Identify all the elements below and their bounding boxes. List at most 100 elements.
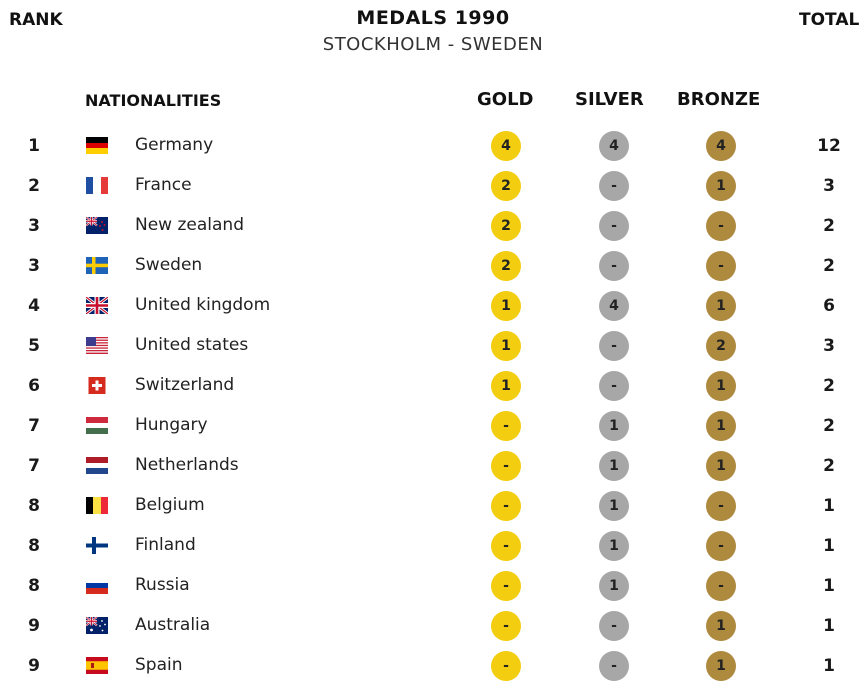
bronze-medal-count: - xyxy=(706,251,736,281)
silver-medal-count: 1 xyxy=(599,491,629,521)
bronze-medal-count: 1 xyxy=(706,171,736,201)
bronze-medal-count: 2 xyxy=(706,331,736,361)
gold-medal-count: - xyxy=(491,451,521,481)
nation-name: United kingdom xyxy=(135,295,271,315)
page-title: MEDALS 1990 xyxy=(356,7,510,29)
column-header-gold: GOLD xyxy=(477,89,534,110)
silver-medal-count: 1 xyxy=(599,451,629,481)
silver-medal-count: - xyxy=(599,611,629,641)
gold-medal-count: 4 xyxy=(491,131,521,161)
total-value: 1 xyxy=(823,576,835,596)
column-header-total: TOTAL xyxy=(799,10,860,30)
table-row: 8 Belgium - 1 - 1 xyxy=(0,486,866,526)
netherlands-flag-icon xyxy=(86,457,108,474)
bronze-medal-count: 1 xyxy=(706,451,736,481)
gold-medal-count: 1 xyxy=(491,331,521,361)
bronze-medal-count: - xyxy=(706,211,736,241)
rank-value: 6 xyxy=(28,376,40,396)
bronze-medal-count: 1 xyxy=(706,291,736,321)
rank-value: 4 xyxy=(28,296,40,316)
nation-name: Russia xyxy=(135,575,190,595)
table-row: 4 United kingdom 1 4 1 6 xyxy=(0,286,866,326)
total-value: 2 xyxy=(823,216,835,236)
table-row: 1 Germany 4 4 4 12 xyxy=(0,126,866,166)
gold-medal-count: - xyxy=(491,651,521,681)
gold-medal-count: 2 xyxy=(491,171,521,201)
total-value: 3 xyxy=(823,176,835,196)
bronze-medal-count: - xyxy=(706,531,736,561)
nation-name: France xyxy=(135,175,192,195)
nation-name: Sweden xyxy=(135,255,203,275)
nation-name: Spain xyxy=(135,655,183,675)
table-row: 8 Russia - 1 - 1 xyxy=(0,566,866,606)
silver-medal-count: 1 xyxy=(599,571,629,601)
nation-name: Belgium xyxy=(135,495,205,515)
silver-medal-count: - xyxy=(599,171,629,201)
united-states-flag-icon xyxy=(86,337,108,354)
silver-medal-count: - xyxy=(599,211,629,241)
total-value: 1 xyxy=(823,496,835,516)
total-value: 2 xyxy=(823,456,835,476)
silver-medal-count: 4 xyxy=(599,131,629,161)
united-kingdom-flag-icon xyxy=(86,297,108,314)
rank-value: 3 xyxy=(28,256,40,276)
bronze-medal-count: - xyxy=(706,491,736,521)
column-header-silver: SILVER xyxy=(575,89,644,110)
table-row: 5 United states 1 - 2 3 xyxy=(0,326,866,366)
nation-name: Germany xyxy=(135,135,214,155)
germany-flag-icon xyxy=(86,137,108,154)
table-row: 9 Australia - - 1 1 xyxy=(0,606,866,646)
nation-name: Australia xyxy=(135,615,211,635)
nation-name: Finland xyxy=(135,535,196,555)
gold-medal-count: - xyxy=(491,411,521,441)
bronze-medal-count: 1 xyxy=(706,411,736,441)
silver-medal-count: - xyxy=(599,371,629,401)
total-value: 2 xyxy=(823,376,835,396)
rank-value: 1 xyxy=(28,136,40,156)
table-row: 7 Netherlands - 1 1 2 xyxy=(0,446,866,486)
gold-medal-count: - xyxy=(491,571,521,601)
nation-name: Hungary xyxy=(135,415,208,435)
bronze-medal-count: - xyxy=(706,571,736,601)
table-row: 3 Sweden 2 - - 2 xyxy=(0,246,866,286)
total-value: 1 xyxy=(823,616,835,636)
sweden-flag-icon xyxy=(86,257,108,274)
rank-value: 2 xyxy=(28,176,40,196)
bronze-medal-count: 1 xyxy=(706,371,736,401)
silver-medal-count: - xyxy=(599,251,629,281)
page-subtitle: STOCKHOLM - SWEDEN xyxy=(322,34,544,55)
silver-medal-count: 4 xyxy=(599,291,629,321)
gold-medal-count: 2 xyxy=(491,251,521,281)
total-value: 2 xyxy=(823,256,835,276)
rank-value: 9 xyxy=(28,656,40,676)
rank-value: 8 xyxy=(28,496,40,516)
column-header-rank: RANK xyxy=(9,10,63,30)
rank-value: 5 xyxy=(28,336,40,356)
nation-name: Netherlands xyxy=(135,455,239,475)
medal-table: 1 Germany 4 4 4 12 2 France 2-1 3 3 New zealand 2- -2… xyxy=(0,126,866,686)
total-value: 1 xyxy=(823,536,835,556)
nation-name: New zealand xyxy=(135,215,244,235)
table-row: 6 Switzerland 1 - 1 2 xyxy=(0,366,866,406)
gold-medal-count: - xyxy=(491,611,521,641)
total-value: 2 xyxy=(823,416,835,436)
belgium-flag-icon xyxy=(86,497,108,514)
gold-medal-count: - xyxy=(491,491,521,521)
rank-value: 7 xyxy=(28,456,40,476)
rank-value: 9 xyxy=(28,616,40,636)
column-header-nationalities: NATIONALITIES xyxy=(85,91,222,110)
total-value: 6 xyxy=(823,296,835,316)
gold-medal-count: 2 xyxy=(491,211,521,241)
silver-medal-count: 1 xyxy=(599,531,629,561)
australia-flag-icon xyxy=(86,617,108,634)
bronze-medal-count: 1 xyxy=(706,611,736,641)
russia-flag-icon xyxy=(86,577,108,594)
spain-flag-icon xyxy=(86,657,108,674)
nation-name: Switzerland xyxy=(135,375,235,395)
bronze-medal-count: 4 xyxy=(706,131,736,161)
total-value: 3 xyxy=(823,336,835,356)
total-value: 12 xyxy=(817,136,841,156)
gold-medal-count: 1 xyxy=(491,291,521,321)
rank-value: 7 xyxy=(28,416,40,436)
table-row: 8 Finland - 1 - 1 xyxy=(0,526,866,566)
